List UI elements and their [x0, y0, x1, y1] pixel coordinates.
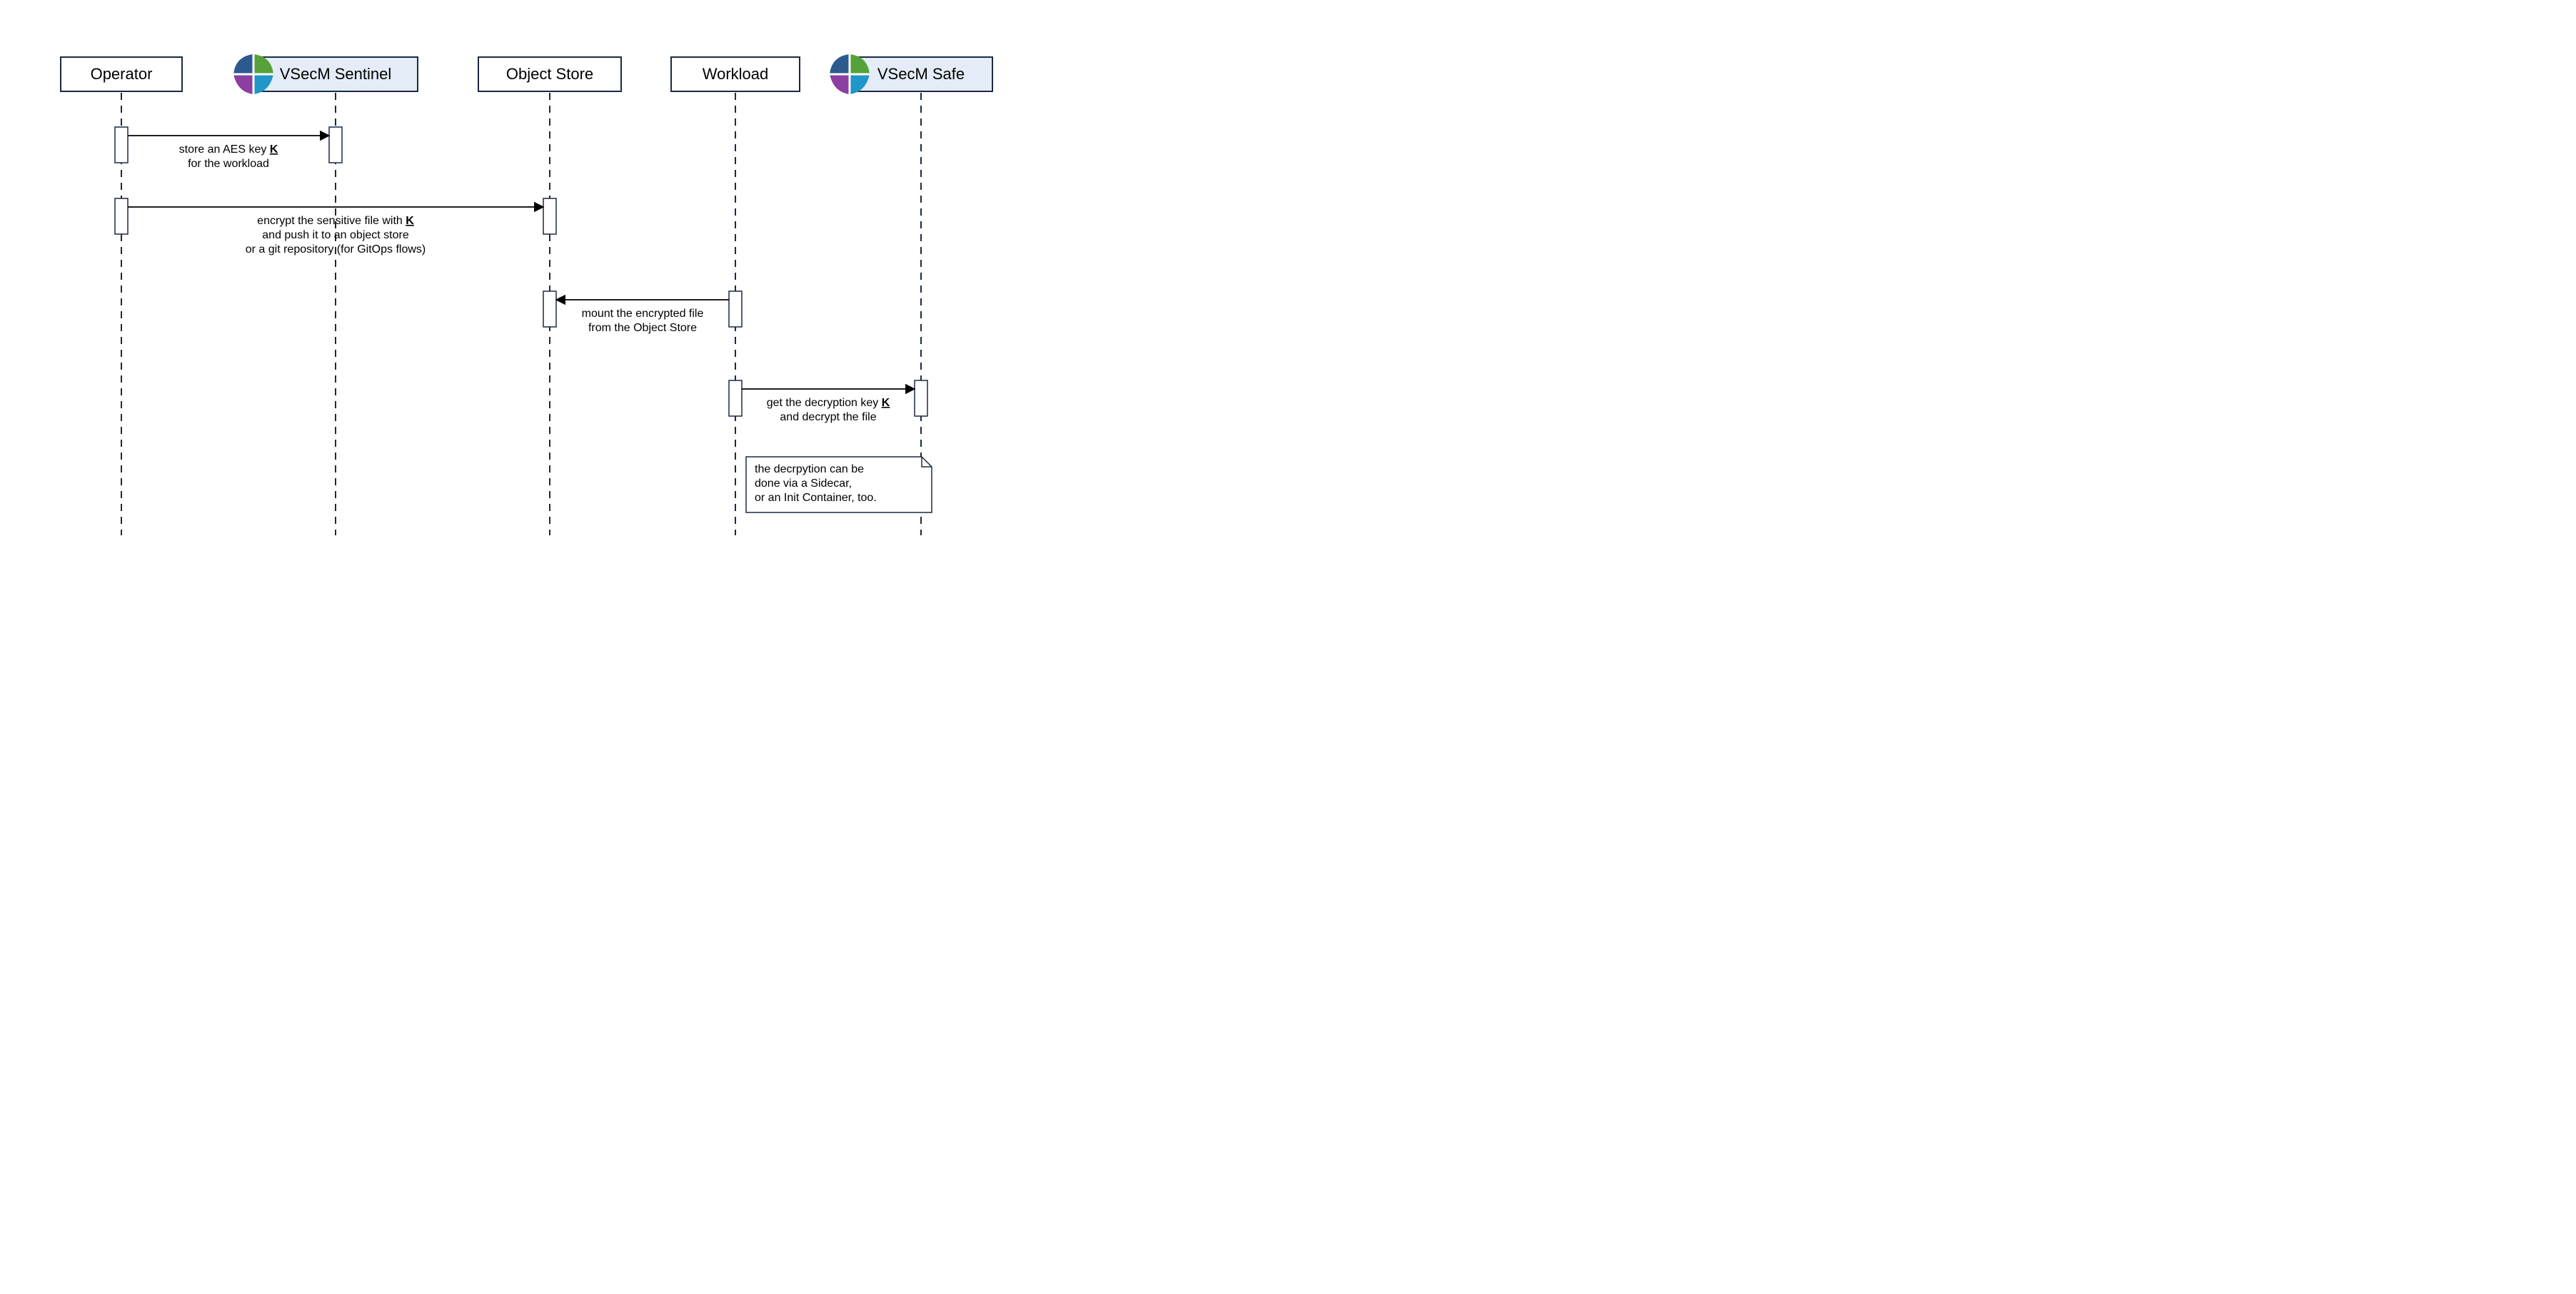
- message-label: mount the encrypted filefrom the Object …: [582, 308, 704, 334]
- participant-label: VSecM Sentinel: [280, 65, 392, 83]
- participant-label: Operator: [91, 65, 153, 83]
- sequence-diagram: Operator VSecM Sentinel Object Store Worklo…: [0, 0, 1100, 557]
- activation-bar: [729, 291, 742, 327]
- activation-bar: [329, 127, 342, 163]
- activation-bar: [729, 380, 742, 416]
- activation-bar: [543, 291, 556, 327]
- message-label: get the decryption key Kand decrypt the …: [767, 397, 890, 423]
- participant-label: Workload: [703, 65, 769, 83]
- message-label: store an AES key Kfor the workload: [179, 143, 278, 170]
- activation-bar: [115, 127, 128, 163]
- participant-label: VSecM Safe: [877, 65, 965, 83]
- activation-bar: [115, 198, 128, 234]
- message-label: encrypt the sensitive file with Kand pus…: [246, 215, 426, 256]
- activation-bar: [543, 198, 556, 234]
- activation-bar: [915, 380, 927, 416]
- participant-label: Object Store: [506, 65, 593, 83]
